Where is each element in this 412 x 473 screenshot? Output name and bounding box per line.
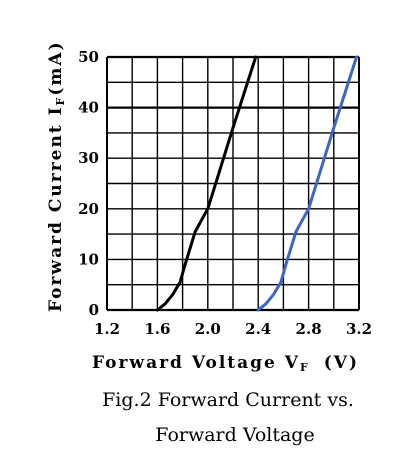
y-tick-label: 10 (78, 250, 99, 268)
x-tick-label: 2.4 (245, 320, 271, 338)
tick-labels: 1.2 1.6 2.0 2.4 2.8 3.2 0 10 20 30 40 50 (78, 48, 372, 338)
y-axis-title-subscript: F (54, 96, 67, 106)
x-axis-title-subscript: F (300, 361, 310, 374)
caption-line-2: Forward Voltage (155, 424, 314, 446)
x-tick-label: 1.2 (94, 320, 120, 338)
y-tick-label: 30 (78, 149, 99, 167)
y-axis-title-main: Forward Current I (46, 105, 66, 312)
series-lines (155, 55, 358, 312)
y-tick-label: 40 (78, 99, 99, 117)
y-axis-title-unit: (mA) (46, 40, 66, 95)
x-tick-label: 2.8 (296, 320, 322, 338)
y-tick-label: 0 (89, 301, 99, 319)
y-axis-title: Forward Current IF(mA) (46, 40, 67, 312)
series-line-2 (256, 55, 358, 312)
y-tick-label: 50 (78, 48, 99, 66)
x-axis-title-unit: (V) (324, 353, 359, 373)
x-axis-title: Forward Voltage VF (V) (92, 353, 359, 374)
x-tick-label: 2.0 (195, 320, 221, 338)
x-tick-label: 3.2 (346, 320, 372, 338)
y-tick-label: 20 (78, 200, 99, 218)
series-line-1 (155, 55, 258, 312)
x-tick-label: 1.6 (144, 320, 170, 338)
caption-line-1: Fig.2 Forward Current vs. (102, 389, 354, 411)
x-axis-title-main: Forward Voltage V (92, 353, 300, 373)
grid (106, 55, 360, 312)
